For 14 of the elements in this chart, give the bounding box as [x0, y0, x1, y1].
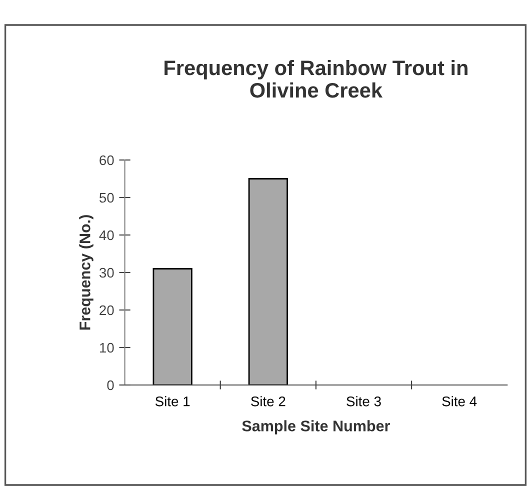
y-tick-label: 50: [99, 192, 114, 203]
x-axis-title: Sample Site Number: [242, 420, 390, 434]
x-tick-label: Site 2: [251, 396, 286, 406]
x-tick-label: Site 1: [155, 396, 190, 406]
y-tick-label: 40: [99, 230, 114, 240]
x-tick-label: Site 3: [346, 396, 381, 406]
y-axis-title: Frequency (No.): [79, 215, 94, 330]
y-tick-label: 20: [100, 305, 114, 316]
x-tick-label: Site 4: [442, 396, 477, 406]
y-tick-label: 30: [99, 268, 114, 278]
y-tick-label: 0: [107, 380, 114, 390]
chart-title: Frequency of Rainbow Trout in Olivine Creek: [164, 60, 468, 98]
y-tick-label: 60: [100, 155, 114, 166]
y-tick-label: 10: [100, 342, 114, 353]
